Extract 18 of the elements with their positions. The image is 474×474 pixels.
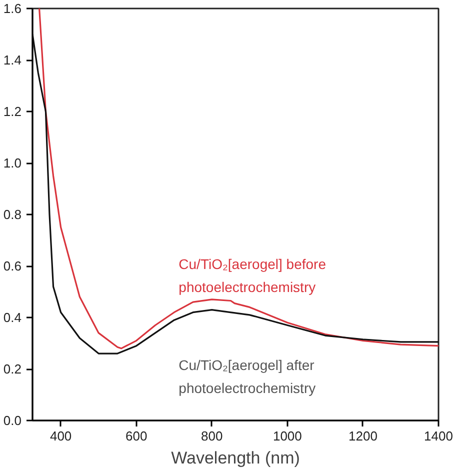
y-tick-label: 0.6 <box>3 258 22 274</box>
x-tick-label: 1200 <box>348 428 378 444</box>
y-tick-label: 1.0 <box>3 156 22 170</box>
y-tick-label: 0.8 <box>3 207 22 222</box>
y-tick-label: 1.2 <box>3 104 22 119</box>
x-tick-label: 1000 <box>272 428 302 444</box>
y-tick-label: 0.0 <box>3 413 22 428</box>
y-tick-label: 1.6 <box>3 1 22 16</box>
x-tick-label: 800 <box>201 428 223 444</box>
x-tick-label: 600 <box>126 428 148 444</box>
y-tick-label: 0.4 <box>3 310 22 325</box>
x-tick-label: 400 <box>50 428 72 444</box>
x-axis-title: Wavelength (nm) <box>171 448 300 468</box>
y-tick-label: 0.2 <box>3 362 22 376</box>
series-label: Cu/TiO₂[aerogel] before photoelectrochemistry <box>178 256 326 295</box>
x-tick-label: 1400 <box>424 428 453 444</box>
y-tick-label: 1.4 <box>3 52 22 68</box>
series-label: Cu/TiO₂[aerogel] after photoelectrochemistry <box>178 357 316 396</box>
